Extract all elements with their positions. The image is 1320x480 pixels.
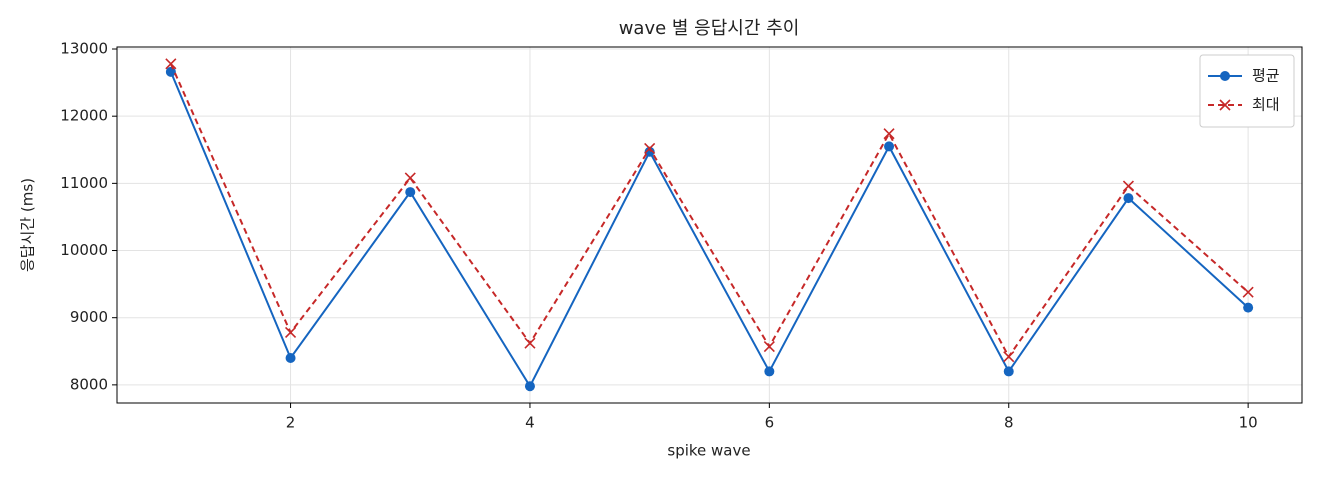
marker — [404, 172, 416, 184]
y-tick-label: 12000 — [60, 107, 108, 125]
marker — [1219, 99, 1231, 111]
marker — [1123, 193, 1134, 204]
y-tick-label: 9000 — [70, 308, 108, 326]
x-tick-label: 2 — [286, 414, 296, 432]
x-axis-label: spike wave — [667, 442, 750, 460]
legend-box — [1199, 54, 1295, 128]
x-tick-label: 10 — [1239, 414, 1258, 432]
y-tick-label: 10000 — [60, 241, 108, 259]
marker — [1003, 351, 1015, 363]
x-tick-label: 4 — [525, 414, 535, 432]
marker — [165, 58, 177, 70]
y-axis-label: 응답시간 (ms) — [19, 178, 37, 272]
marker — [764, 366, 775, 377]
marker — [285, 352, 296, 363]
marker — [405, 187, 416, 198]
marker — [763, 341, 775, 353]
marker — [1220, 71, 1230, 81]
legend-label: 평균 — [1252, 67, 1280, 85]
marker — [524, 337, 536, 349]
marker — [1243, 302, 1254, 313]
marker — [165, 66, 176, 77]
chart-title: wave 별 응답시간 추이 — [619, 18, 800, 39]
series-line — [169, 71, 1249, 389]
x-tick-label: 6 — [765, 414, 775, 432]
y-tick-label: 11000 — [60, 174, 108, 192]
legend-label: 최대 — [1252, 96, 1280, 114]
plot-frame — [116, 46, 1303, 404]
marker — [644, 142, 656, 154]
marker — [284, 326, 297, 339]
marker — [524, 381, 535, 392]
y-tick-label: 13000 — [60, 40, 108, 58]
series-line — [169, 63, 1249, 359]
marker — [1122, 180, 1135, 192]
marker — [884, 141, 895, 152]
x-tick-label: 8 — [1004, 414, 1014, 432]
marker — [883, 128, 895, 140]
marker — [1003, 366, 1014, 377]
marker — [1242, 286, 1254, 298]
y-tick-label: 8000 — [70, 375, 108, 393]
